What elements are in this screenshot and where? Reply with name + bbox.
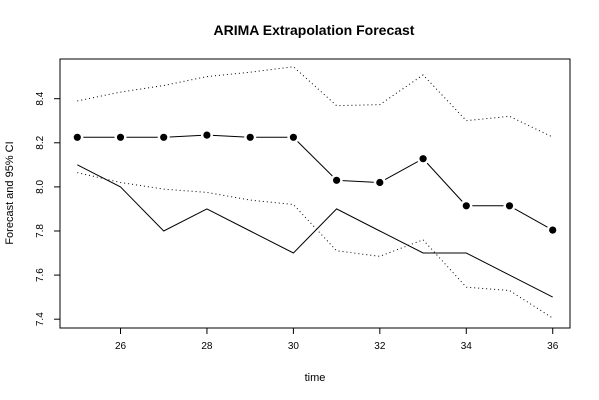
y-tick-label: 8.4 [35,91,46,105]
forecast-point [160,133,168,141]
forecast-point [203,131,211,139]
forecast-point [376,178,384,187]
x-tick-label: 26 [115,341,127,352]
y-tick-label: 7.8 [35,224,46,238]
forecast-point [116,133,125,141]
y-axis: 7.4 7.6 7.8 8.0 8.2 8.4 [35,91,60,326]
forecast-segment [514,208,548,228]
y-tick-label: 7.4 [35,312,46,326]
forecast-point [333,176,341,184]
x-axis-label: time [305,372,326,384]
chart-title: ARIMA Extrapolation Forecast [214,22,415,38]
y-tick-label: 7.6 [35,268,46,282]
x-tick-label: 28 [201,341,213,352]
forecast-point [73,133,81,141]
x-tick-label: 32 [374,341,386,352]
forecast-segment [426,162,463,202]
forecast-segment [384,161,419,181]
plot-frame [59,58,571,329]
forecast-segment [212,134,245,138]
forecast-point [549,226,557,234]
lower-95-ci-line [77,172,553,319]
forecast-segment [169,134,202,138]
forecast-point [289,133,297,141]
upper-95-ci-line [77,66,553,138]
actual-line [77,164,553,298]
forecast-point [462,202,470,210]
forecast-point [505,202,514,210]
forecast-segment [342,180,374,183]
forecast-segment [297,141,333,177]
series-layer [73,66,557,319]
y-tick-label: 8.0 [35,179,46,193]
y-tick-label: 8.2 [35,135,46,149]
x-tick-label: 30 [288,341,300,352]
x-axis: 26 28 30 32 34 36 [115,328,559,352]
x-tick-label: 36 [547,341,559,352]
y-axis-label: Forecast and 95% CI [4,141,16,244]
x-tick-label: 34 [461,341,473,352]
forecast-point [419,155,427,163]
forecast-point [246,133,254,141]
